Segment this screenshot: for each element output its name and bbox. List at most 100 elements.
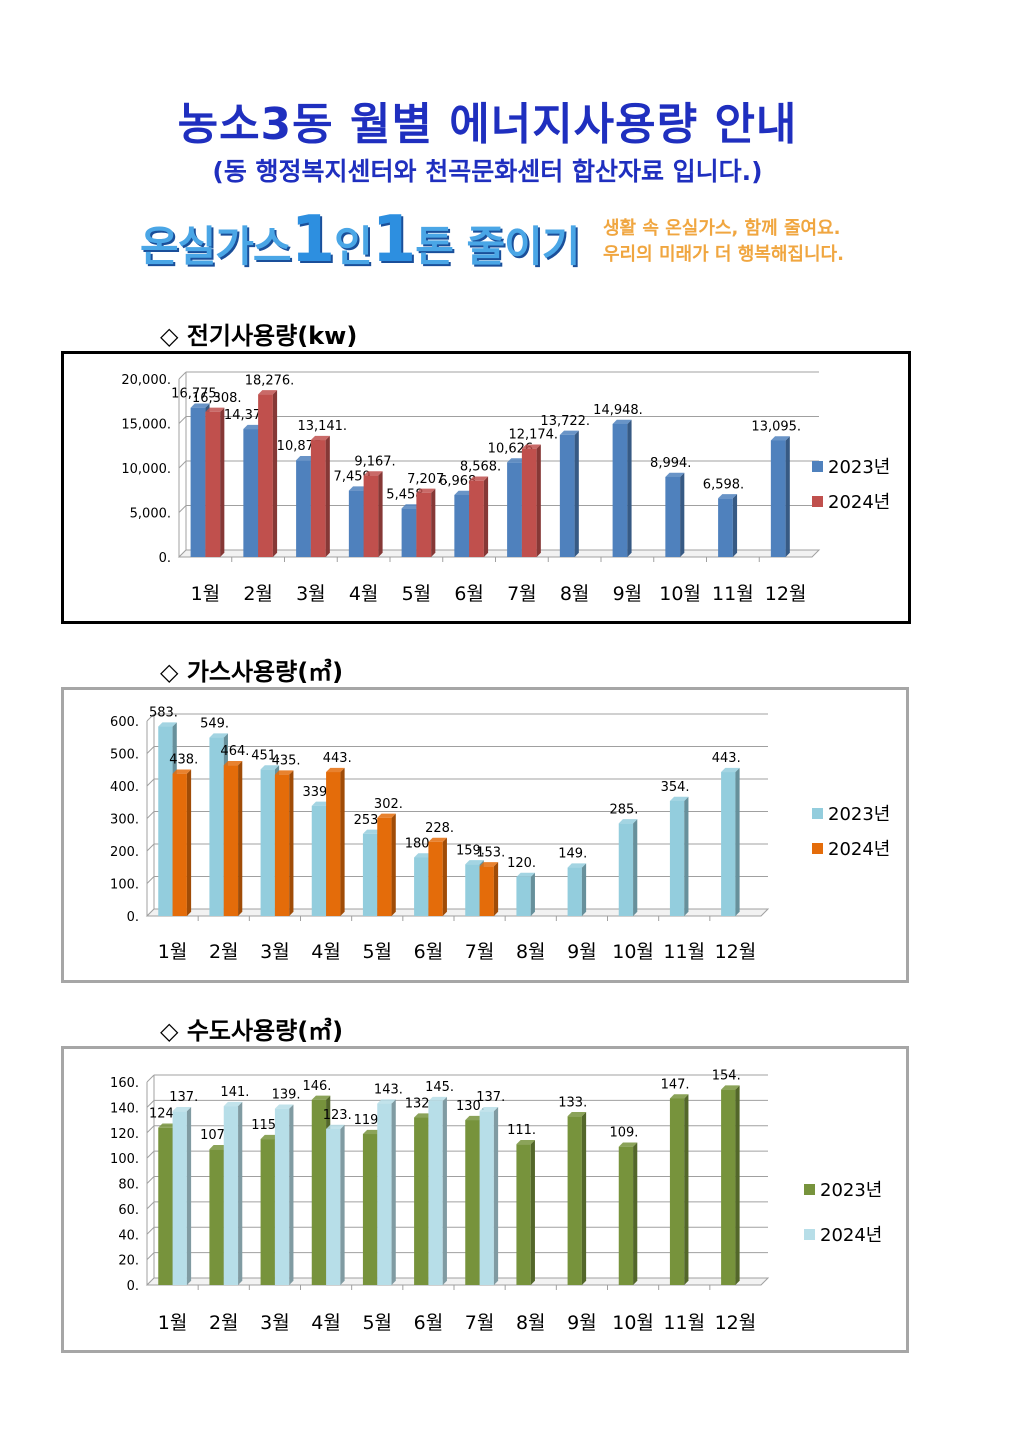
data-label: 16,308. [192, 391, 242, 406]
data-label: 149. [558, 847, 587, 862]
data-label: 13,722. [540, 414, 590, 429]
bar [721, 767, 740, 916]
bar-top [310, 435, 330, 441]
x-tick-label: 7월 [465, 1312, 495, 1334]
x-tick-label: 2월 [243, 583, 273, 605]
x-tick-label: 4월 [311, 941, 341, 963]
legend-label: 2024년 [820, 1225, 882, 1246]
bar-front [158, 726, 173, 916]
legend-label: 2023년 [820, 1180, 882, 1201]
bar-front [205, 411, 221, 557]
bar-top [326, 767, 345, 773]
data-label: 339. [302, 785, 331, 800]
bar-front [326, 1128, 341, 1285]
y-tick-label: 100. [110, 878, 139, 893]
data-label: 137. [476, 1090, 505, 1105]
bar-top [209, 1145, 228, 1150]
bar-side [220, 407, 225, 557]
bar-side [378, 471, 383, 557]
bar-front [377, 1103, 392, 1285]
data-label: 107. [200, 1128, 229, 1143]
bar-top [428, 1096, 447, 1102]
data-label: 228. [425, 821, 454, 836]
bar-front [516, 1144, 531, 1285]
y-tick-label: 10,000. [121, 462, 171, 477]
bar-top [311, 1095, 331, 1100]
data-label: 145. [425, 1080, 454, 1095]
bar-side [785, 436, 790, 557]
bar-front [310, 440, 326, 557]
x-tick-label: 12월 [715, 941, 757, 963]
data-label: 111. [507, 1123, 536, 1138]
gridline-tick [146, 843, 155, 852]
x-tick-label: 11월 [663, 941, 705, 963]
y-tick-label: 600. [110, 715, 139, 730]
gridline-tick [178, 460, 187, 469]
series-2 [172, 761, 499, 916]
bar [770, 436, 790, 557]
gridline-tick [146, 811, 155, 819]
bar-top [721, 1085, 740, 1090]
bar-top [618, 819, 638, 824]
bar-front [158, 1127, 173, 1285]
bar-top [414, 853, 433, 858]
bar-front [612, 423, 628, 557]
bar-top [362, 829, 382, 834]
x-tick-label: 1월 [158, 1312, 188, 1334]
bar [223, 761, 243, 916]
page-title: 농소3동 월별 에너지사용량 안내 [177, 99, 798, 150]
bar-front [362, 833, 378, 916]
bar-front [311, 1099, 327, 1285]
bar-front [618, 1146, 634, 1285]
data-label: 14,948. [593, 403, 643, 418]
bar [172, 1106, 192, 1285]
bar-top [516, 1139, 535, 1145]
slogan-side-line2: 우리의 미래가 더 행복해집니다. [603, 244, 844, 265]
data-label: 119. [354, 1113, 383, 1128]
series-2 [205, 390, 541, 557]
x-tick-label: 2월 [209, 941, 239, 963]
bar [516, 1139, 535, 1285]
y-tick-label: 500. [110, 748, 139, 763]
bar-top [669, 1094, 689, 1099]
bar [223, 1101, 243, 1285]
bar-top [559, 430, 579, 435]
data-label: 13,141. [297, 419, 347, 434]
bar-top [416, 488, 436, 493]
data-label: 143. [374, 1083, 403, 1098]
x-tick-label: 9월 [567, 1312, 597, 1334]
bar [567, 863, 587, 916]
bar-side [289, 770, 294, 916]
bar-side [340, 767, 345, 916]
bar [665, 472, 685, 557]
bar [521, 444, 541, 557]
bar-front [414, 1117, 429, 1285]
y-tick-label: 0. [127, 910, 139, 925]
bar-top [612, 419, 632, 424]
bar-front [567, 1116, 582, 1285]
bar-front [401, 508, 417, 557]
bar-front [260, 1139, 275, 1285]
gridline-tick [146, 778, 155, 787]
data-label: 132. [405, 1097, 434, 1112]
electricity-section-title: ◇ 전기사용량(kw) [160, 322, 358, 350]
slogan-one-a: 1 [290, 202, 336, 277]
bar-top [172, 769, 192, 774]
bar-top [311, 801, 331, 806]
data-label: 18,276. [245, 373, 295, 388]
y-tick-label: 20,000. [121, 373, 171, 388]
bar [326, 767, 345, 916]
bar [258, 390, 278, 557]
bar-top [362, 1129, 382, 1135]
slogan-part1: 온실가스 [140, 221, 292, 271]
legend-swatch [804, 1184, 815, 1195]
y-tick-label: 20. [118, 1254, 139, 1269]
gridline-tick [178, 371, 187, 380]
bar-front [172, 1111, 187, 1285]
bar [377, 1099, 396, 1285]
bar-top [377, 1099, 396, 1104]
bar-front [223, 765, 239, 916]
bar-front [416, 492, 432, 557]
bar-top [479, 1106, 499, 1112]
x-tick-label: 12월 [715, 1312, 757, 1334]
